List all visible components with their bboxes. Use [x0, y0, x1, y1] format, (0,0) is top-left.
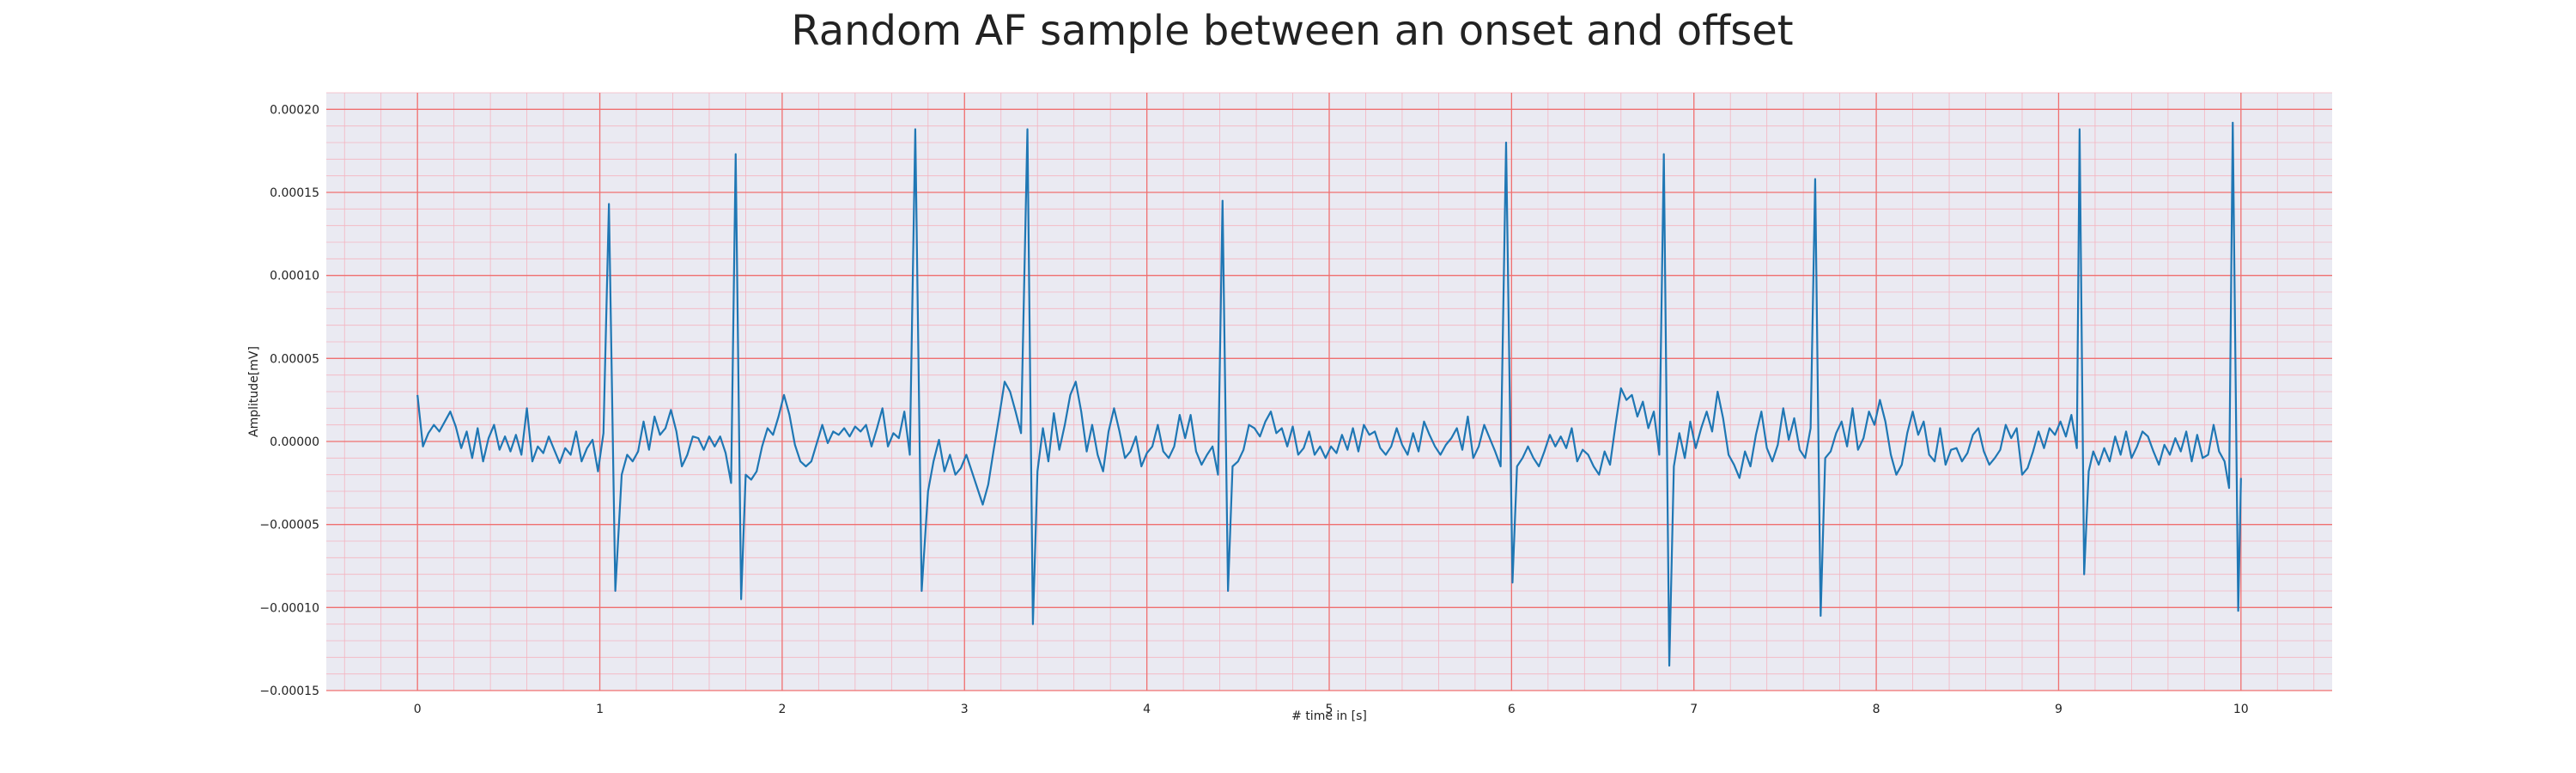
y-ticks: −0.00015 −0.00010 −0.00005 0.00000 0.00005 0.…: [259, 103, 319, 698]
x-tick-label: 4: [1143, 703, 1151, 716]
chart-title: Random AF sample between an onset and of…: [791, 7, 1793, 55]
x-tick-label: 0: [414, 703, 422, 716]
major-grid: [326, 93, 2332, 691]
x-tick-label: 2: [778, 703, 786, 716]
x-tick-label: 6: [1508, 703, 1516, 716]
y-tick-label: 0.00015: [270, 186, 319, 200]
x-tick-label: 8: [1873, 703, 1880, 716]
y-tick-label: 0.00010: [270, 270, 319, 283]
y-tick-label: 0.00005: [270, 352, 319, 366]
y-axis-label: Amplitude[mV]: [247, 346, 261, 437]
y-tick-label: 0.00020: [270, 103, 319, 117]
x-tick-label: 3: [961, 703, 969, 716]
y-tick-label: −0.00005: [259, 519, 319, 533]
x-axis-label: # time in [s]: [1291, 709, 1367, 723]
x-tick-label: 9: [2055, 703, 2063, 716]
y-tick-label: 0.00000: [270, 435, 319, 449]
x-ticks: 0 1 2 3 4 5 6 7 8 9 10: [414, 703, 2249, 716]
y-tick-label: −0.00010: [259, 601, 319, 615]
x-tick-label: 10: [2233, 703, 2249, 716]
x-tick-label: 1: [596, 703, 604, 716]
series-line: [416, 121, 2242, 667]
y-tick-label: −0.00015: [259, 685, 319, 698]
x-tick-label: 7: [1690, 703, 1698, 716]
x-tick-label: 5: [1326, 703, 1334, 716]
